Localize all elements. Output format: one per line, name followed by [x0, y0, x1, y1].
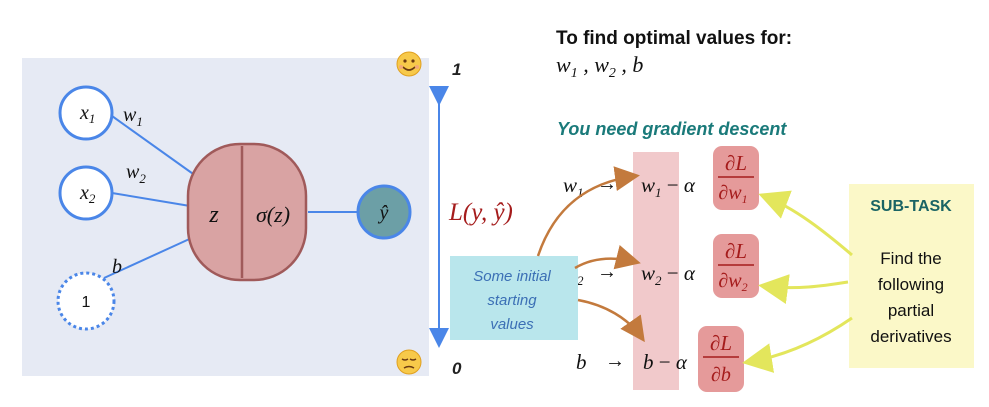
arrow-glyph-row2: → [597, 261, 617, 283]
init-arrow-w1 [536, 166, 640, 257]
update-lhs-w1: w1 − α [641, 173, 696, 200]
neuron-sum-label: z [208, 202, 219, 228]
partial-deriv-b [698, 326, 744, 392]
loss-axis-bottom-label: 0 [452, 359, 462, 378]
subtask-box [849, 184, 974, 368]
subtask-arrow-b [742, 316, 853, 373]
initial-values-callout [450, 256, 578, 340]
update-lhs-b: b − α [643, 350, 688, 374]
subtask-arrow-w2 [758, 274, 849, 304]
subtask-title: SUB-TASK [870, 198, 952, 215]
loss-function-label: L(y, ŷ) [448, 199, 513, 226]
callout-line3: values [490, 316, 534, 333]
input-node-x1 [58, 85, 114, 141]
arrow-glyph-row3: → [605, 350, 625, 372]
output-node [356, 184, 412, 240]
loss-axis-top-label: 1 [452, 60, 461, 79]
bias-node-label: 1 [82, 294, 91, 311]
header-title: To find optimal values for: [556, 28, 792, 49]
partial-b-denominator: ∂b [711, 364, 731, 386]
bias-node [56, 271, 116, 331]
edge-bias-neuron [103, 235, 197, 279]
sad-face-icon [396, 349, 422, 375]
partial-deriv-w2 [713, 234, 759, 298]
update-lhs-w2: w2 − α [641, 261, 696, 288]
edge-x2-neuron [111, 192, 191, 207]
partial-w2-numerator: ∂L [725, 239, 747, 263]
subtask-line4: derivatives [870, 327, 951, 346]
init-arrow-w2 [574, 245, 641, 270]
arrow-glyph-row1: → [597, 173, 617, 195]
weight-b-label: b [112, 256, 122, 278]
subtask-arrow-w1 [758, 190, 853, 257]
edge-x1-neuron [111, 115, 197, 177]
subtask-line1: Find the [880, 249, 941, 268]
header-vars: w1 , w2 , b [556, 52, 643, 81]
output-label: ŷ [378, 202, 389, 224]
partial-w1-numerator: ∂L [725, 151, 747, 175]
gradient-descent-subtitle: You need gradient descent [557, 119, 787, 139]
partial-deriv-w1 [713, 146, 759, 210]
updated-values-band [633, 152, 679, 390]
neuron-activation-label: σ(z) [256, 202, 290, 227]
partial-b-numerator: ∂L [710, 331, 732, 355]
subtask-line2: following [878, 275, 944, 294]
neuron-body [186, 142, 308, 282]
callout-line2: starting [487, 292, 537, 309]
init-arrow-b [577, 298, 645, 343]
happy-face-icon [396, 51, 422, 77]
param-b: b [576, 350, 587, 374]
subtask-line3: partial [888, 301, 934, 320]
callout-line1: Some initial [473, 268, 551, 285]
input-node-x2 [58, 165, 114, 221]
